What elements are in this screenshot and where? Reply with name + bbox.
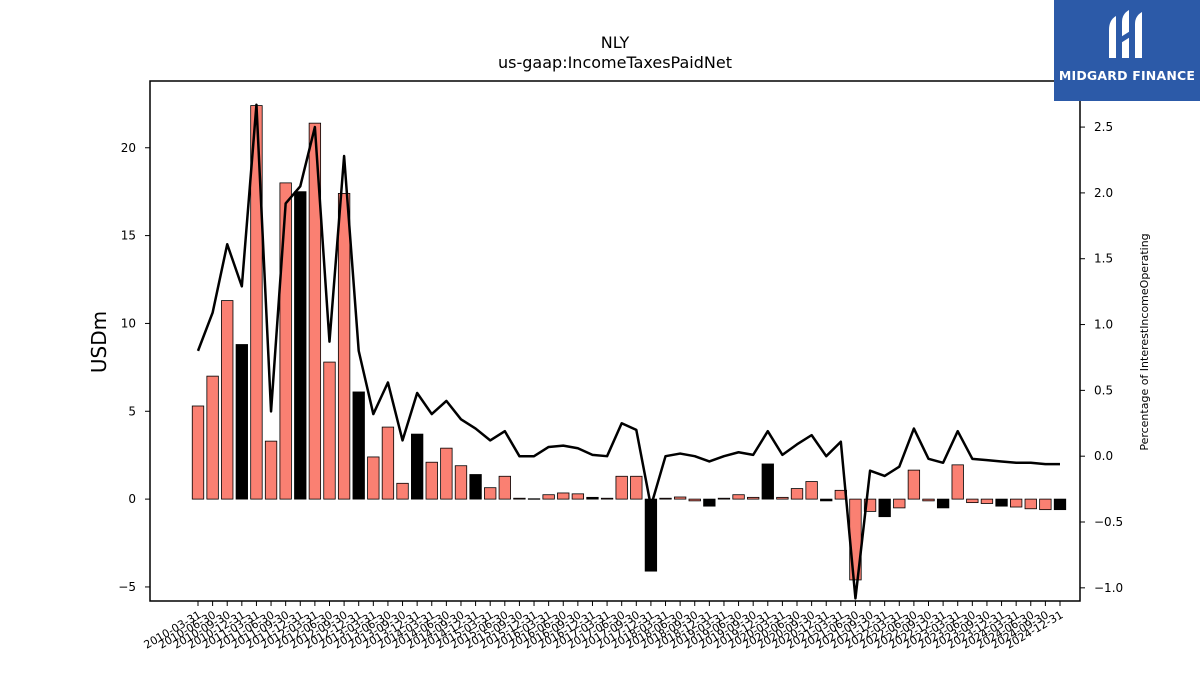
bar-2013-03-31 xyxy=(367,456,380,500)
plot-frame xyxy=(149,80,1081,602)
bar-2016-09-30 xyxy=(571,493,585,500)
bar-2014-06-30 xyxy=(440,447,453,500)
bar-2021-09-30 xyxy=(863,498,877,512)
bar-2010-09-30 xyxy=(221,300,234,500)
bar-2019-06-30 xyxy=(732,494,745,500)
bar-2015-06-30 xyxy=(498,475,511,500)
bar-2018-06-30 xyxy=(673,496,687,500)
bar-2022-06-30 xyxy=(907,469,921,500)
bar-2016-06-30 xyxy=(557,492,570,500)
bar-2017-12-31 xyxy=(644,498,658,572)
bar-2024-12-31 xyxy=(1053,498,1067,511)
bar-2023-03-31 xyxy=(951,464,964,500)
bar-2014-09-30 xyxy=(454,465,468,500)
bar-2018-09-30 xyxy=(688,498,701,502)
bar-2013-06-30 xyxy=(381,426,395,500)
y-tick-label: 10 xyxy=(121,316,136,330)
logo-text: MIDGARD FINANCE xyxy=(1058,68,1196,83)
y2-tick-label: 0.5 xyxy=(1094,383,1113,397)
y-axis-right: −1.0 −0.5 0.0 0.5 1.0 1.5 2.0 2.5 xyxy=(1080,120,1123,595)
bar-2012-12-31 xyxy=(352,391,365,500)
logo-mark-icon xyxy=(1109,10,1142,58)
bar-2015-12-31 xyxy=(527,498,541,500)
bar-2020-12-31 xyxy=(820,498,833,502)
line-series xyxy=(196,103,1060,600)
bar-2012-09-30 xyxy=(337,193,351,500)
y2-axis-label: Percentage of InterestIncomeOperating xyxy=(1138,233,1151,450)
bar-2016-03-31 xyxy=(542,494,555,500)
bar-2020-06-30 xyxy=(790,488,804,500)
bar-2023-09-30 xyxy=(980,498,994,504)
bar-2016-12-31 xyxy=(586,496,599,500)
bar-2017-06-30 xyxy=(615,475,628,500)
bar-2011-12-31 xyxy=(294,191,307,500)
y-tick-label: 0 xyxy=(128,492,136,506)
bar-2018-03-31 xyxy=(659,497,672,500)
bar-2024-09-30 xyxy=(1039,498,1052,511)
chart-subtitle: us-gaap:IncomeTaxesPaidNet xyxy=(498,53,732,72)
bar-series xyxy=(191,105,1067,581)
bar-2014-03-31 xyxy=(425,461,438,500)
y2-tick-label: −1.0 xyxy=(1094,581,1123,595)
y-axis-label: USDm xyxy=(87,311,111,373)
y-tick-label: −5 xyxy=(118,580,136,594)
bar-2010-06-30 xyxy=(206,375,219,500)
bar-2019-09-30 xyxy=(747,496,760,500)
bar-2011-06-30 xyxy=(264,440,278,500)
bar-2019-12-31 xyxy=(761,463,774,500)
bar-2010-03-31 xyxy=(191,405,205,500)
midgard-finance-logo: MIDGARD FINANCE xyxy=(1054,0,1200,101)
bar-2011-09-30 xyxy=(279,182,292,500)
bar-2019-03-31 xyxy=(717,497,731,500)
y-tick-label: 15 xyxy=(121,229,136,243)
bar-2020-03-31 xyxy=(776,496,789,500)
bar-2013-12-31 xyxy=(410,433,424,500)
bar-2022-12-31 xyxy=(936,498,950,509)
x-axis: 2010-03-312010-06-302010-09-302010-12-31… xyxy=(142,601,1065,652)
bar-2023-06-30 xyxy=(966,498,979,504)
y2-tick-label: 0.0 xyxy=(1094,449,1113,463)
bar-2015-09-30 xyxy=(513,497,526,500)
bar-2012-06-30 xyxy=(323,361,336,500)
bar-2014-12-31 xyxy=(469,474,482,500)
bar-2017-09-30 xyxy=(630,475,643,500)
bar-2015-03-31 xyxy=(484,487,497,500)
bar-2013-09-30 xyxy=(396,482,409,500)
bar-2022-09-30 xyxy=(922,498,935,502)
bar-2017-03-31 xyxy=(600,497,614,500)
y-tick-label: 20 xyxy=(121,141,136,155)
bar-2022-03-31 xyxy=(893,498,906,509)
y-tick-label: 5 xyxy=(128,404,136,418)
bar-2021-12-31 xyxy=(878,498,891,518)
bar-2012-03-31 xyxy=(308,122,322,500)
percentage-line xyxy=(196,103,1060,600)
y2-tick-label: 2.5 xyxy=(1094,120,1113,134)
bar-2024-03-31 xyxy=(1010,498,1023,508)
bar-2020-09-30 xyxy=(805,481,818,500)
y2-tick-label: −0.5 xyxy=(1094,515,1123,529)
bar-2018-12-31 xyxy=(703,498,716,507)
chart-title: NLY xyxy=(601,33,630,52)
bar-2023-12-31 xyxy=(995,498,1008,507)
y2-tick-label: 1.0 xyxy=(1094,318,1113,332)
bar-2010-12-31 xyxy=(235,344,248,500)
y2-tick-label: 2.0 xyxy=(1094,186,1113,200)
y2-tick-label: 1.5 xyxy=(1094,252,1113,266)
y-axis-left: −5 0 5 10 15 20 xyxy=(118,141,150,594)
bar-2024-06-30 xyxy=(1024,498,1037,510)
